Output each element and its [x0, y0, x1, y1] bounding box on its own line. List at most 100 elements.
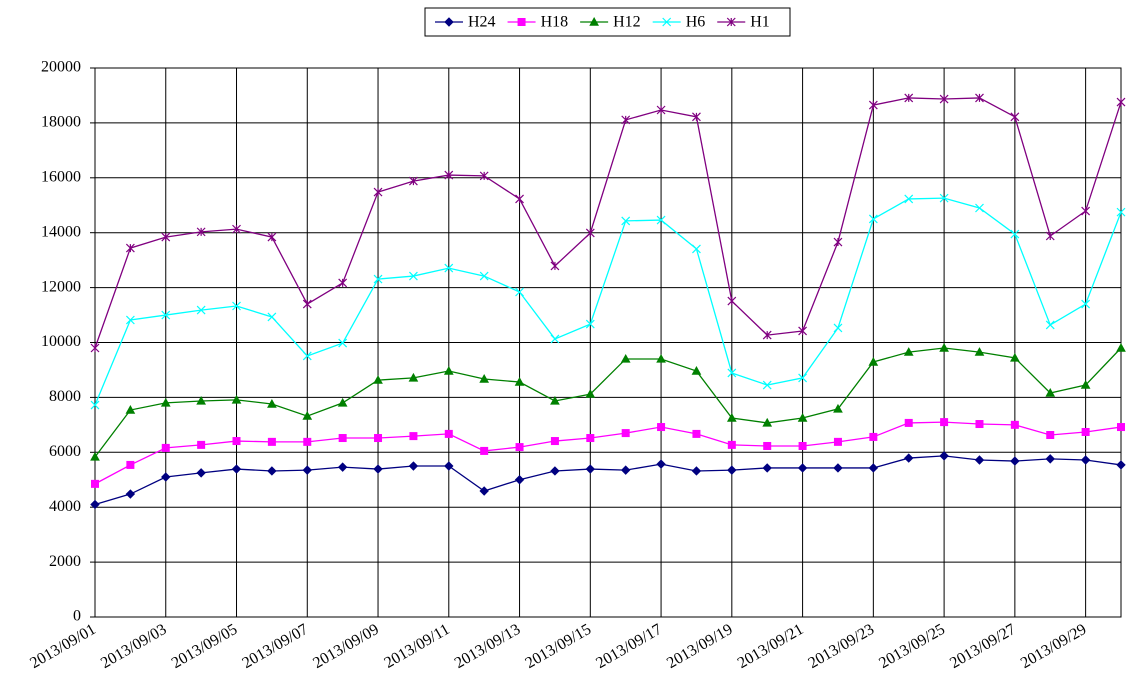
marker — [515, 194, 524, 204]
marker — [196, 227, 206, 237]
marker — [621, 115, 631, 125]
marker — [833, 403, 843, 413]
x-tick-label: 2013/09/03 — [98, 621, 170, 672]
legend-label: H12 — [613, 14, 641, 31]
marker — [868, 100, 878, 110]
marker — [939, 451, 949, 461]
legend-label: H1 — [750, 14, 770, 31]
marker — [443, 366, 454, 375]
y-tick-label: 4000 — [49, 498, 81, 515]
marker — [727, 296, 737, 306]
marker — [161, 443, 170, 452]
marker — [1081, 299, 1091, 309]
x-tick-label: 2013/09/05 — [169, 621, 241, 672]
marker — [833, 237, 843, 247]
marker — [1045, 387, 1056, 397]
x-tick-label: 2013/09/29 — [1018, 621, 1090, 672]
marker — [692, 429, 701, 438]
marker — [408, 372, 419, 382]
marker — [479, 486, 489, 496]
legend-label: H18 — [541, 14, 569, 31]
marker — [904, 194, 914, 204]
marker — [409, 432, 418, 441]
legend-label: H6 — [686, 14, 706, 31]
legend-marker — [444, 17, 454, 27]
marker — [1081, 206, 1091, 216]
marker — [939, 94, 949, 104]
marker — [727, 465, 737, 475]
marker — [444, 170, 454, 180]
marker — [762, 380, 772, 390]
legend: H24 H18 H12 H6 H1 — [424, 7, 791, 37]
y-tick-label: 14000 — [41, 223, 81, 240]
marker — [125, 489, 136, 499]
marker — [656, 105, 666, 115]
y-tick-label: 8000 — [49, 388, 81, 405]
marker — [1046, 431, 1055, 440]
marker — [408, 271, 418, 281]
marker — [691, 366, 702, 375]
marker — [408, 461, 419, 471]
marker — [656, 215, 666, 225]
marker — [302, 299, 312, 309]
marker — [727, 368, 737, 378]
marker — [868, 214, 878, 224]
marker — [197, 440, 206, 449]
marker — [762, 330, 772, 340]
marker — [125, 243, 135, 253]
y-tick-label: 2000 — [49, 553, 81, 570]
marker — [373, 464, 383, 474]
marker — [585, 389, 596, 398]
marker — [196, 468, 206, 478]
legend-label: H24 — [468, 14, 496, 31]
series-line — [94, 347, 1122, 458]
marker — [1010, 420, 1019, 429]
marker — [231, 394, 242, 404]
marker — [90, 499, 100, 510]
marker — [90, 451, 100, 461]
marker — [514, 376, 525, 386]
marker — [1080, 380, 1091, 389]
y-tick-label: 18000 — [41, 114, 81, 131]
marker — [302, 465, 312, 475]
marker — [161, 232, 171, 242]
marker — [126, 460, 135, 469]
x-tick-label: 2013/09/21 — [735, 621, 807, 672]
marker — [90, 343, 100, 353]
marker — [797, 463, 808, 473]
marker — [1080, 455, 1091, 465]
marker — [868, 463, 879, 473]
legend-marker — [589, 16, 599, 26]
marker — [160, 397, 171, 407]
marker — [408, 176, 418, 186]
marker — [904, 453, 914, 463]
marker — [798, 373, 808, 383]
marker — [904, 93, 914, 103]
marker — [91, 479, 99, 488]
marker — [1010, 112, 1020, 122]
marker — [550, 334, 560, 344]
marker — [797, 412, 808, 422]
marker — [479, 271, 489, 281]
marker — [550, 395, 560, 405]
marker — [1010, 352, 1020, 362]
marker — [1081, 427, 1090, 436]
marker — [975, 203, 984, 213]
marker — [161, 472, 171, 482]
marker — [232, 437, 241, 446]
y-tick-label: 6000 — [49, 443, 81, 460]
y-tick-label: 12000 — [41, 278, 81, 295]
marker — [904, 418, 913, 427]
x-tick-label: 2013/09/19 — [664, 621, 736, 672]
x-tick-label: 2013/09/27 — [947, 621, 1019, 672]
marker — [656, 353, 666, 363]
marker — [1045, 320, 1055, 330]
marker — [1045, 231, 1055, 241]
legend-marker — [662, 17, 672, 27]
marker — [833, 323, 843, 333]
marker — [975, 93, 984, 103]
marker — [90, 400, 100, 410]
marker — [514, 475, 525, 485]
marker — [692, 112, 701, 122]
